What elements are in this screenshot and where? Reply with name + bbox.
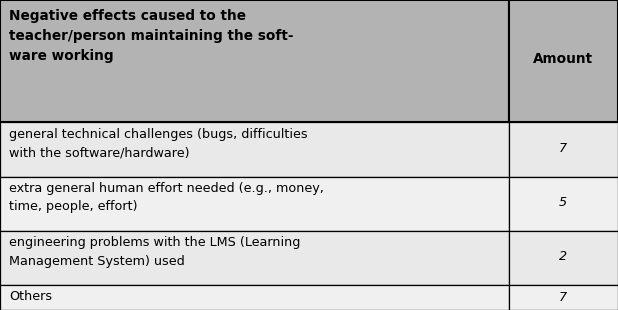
Text: general technical challenges (bugs, difficulties
with the software/hardware): general technical challenges (bugs, diff… <box>9 128 308 159</box>
Text: 2: 2 <box>559 250 567 264</box>
Bar <box>0 0 509 122</box>
Bar <box>0 177 509 231</box>
Text: Amount: Amount <box>533 52 593 66</box>
Bar <box>509 231 618 285</box>
Bar <box>509 177 618 231</box>
Text: Negative effects caused to the
teacher/person maintaining the soft-
ware working: Negative effects caused to the teacher/p… <box>9 9 294 64</box>
Text: extra general human effort needed (e.g., money,
time, people, effort): extra general human effort needed (e.g.,… <box>9 182 324 213</box>
Bar <box>509 0 618 122</box>
Bar <box>0 231 509 285</box>
Text: Others: Others <box>9 290 53 303</box>
Text: 5: 5 <box>559 196 567 209</box>
Text: engineering problems with the LMS (Learning
Management System) used: engineering problems with the LMS (Learn… <box>9 236 300 268</box>
Bar <box>509 285 618 310</box>
Text: 7: 7 <box>559 290 567 303</box>
Text: 7: 7 <box>559 142 567 155</box>
Bar <box>509 122 618 177</box>
Bar <box>0 285 509 310</box>
Bar <box>0 122 509 177</box>
